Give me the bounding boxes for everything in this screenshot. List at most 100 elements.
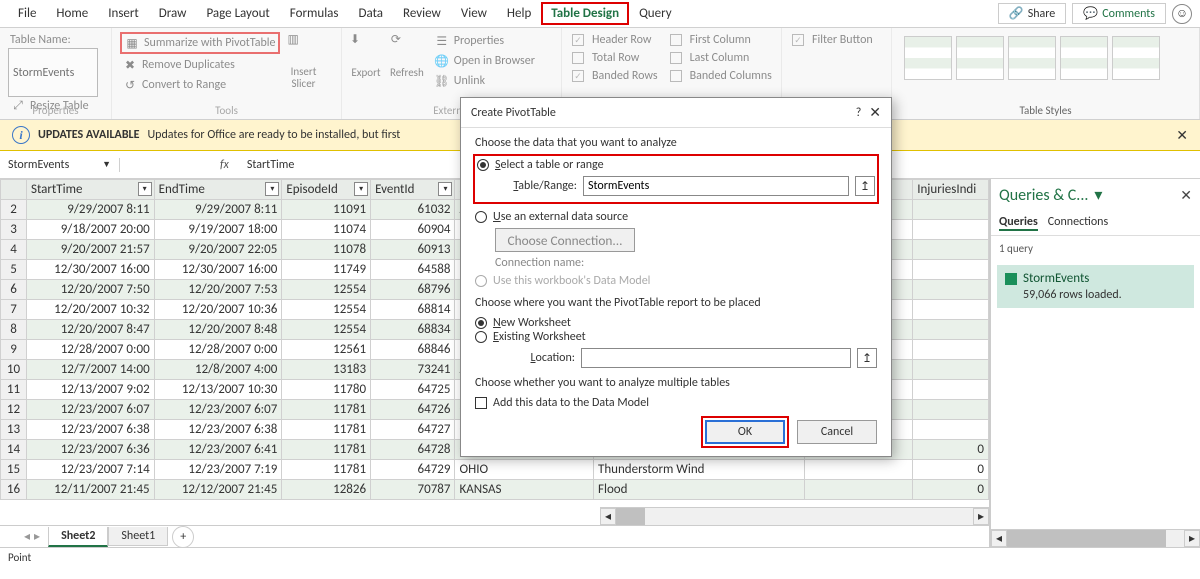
location-input[interactable]: [581, 348, 851, 368]
style-preview-1[interactable]: [904, 36, 952, 80]
opt-last-col[interactable]: Last Column: [668, 50, 774, 66]
collapse-dialog-icon[interactable]: ↥: [857, 348, 877, 368]
tab-home[interactable]: Home: [46, 2, 98, 25]
tab-draw[interactable]: Draw: [149, 2, 197, 25]
select-all-corner[interactable]: [1, 180, 27, 200]
fx-button[interactable]: fx: [210, 158, 239, 172]
remove-duplicates[interactable]: ✖Remove Duplicates: [120, 56, 280, 74]
style-preview-5[interactable]: [1112, 36, 1160, 80]
scroll-left[interactable]: ◂: [600, 508, 616, 525]
cancel-button[interactable]: Cancel: [797, 420, 877, 444]
summarize-pivottable[interactable]: ▦Summarize with PivotTable: [120, 32, 280, 54]
row-header[interactable]: 6: [1, 280, 27, 300]
row-header[interactable]: 12: [1, 400, 27, 420]
row-header[interactable]: 13: [1, 420, 27, 440]
row-header[interactable]: 8: [1, 320, 27, 340]
row-header[interactable]: 16: [1, 480, 27, 500]
query-rows: 59,066 rows loaded.: [1005, 288, 1186, 302]
opt-header-row[interactable]: ✓Header Row: [570, 32, 660, 48]
sheet-tab-sheet1[interactable]: Sheet1: [108, 527, 168, 546]
style-preview-4[interactable]: [1060, 36, 1108, 80]
opt-first-col[interactable]: First Column: [668, 32, 774, 48]
opt-total-row[interactable]: Total Row: [570, 50, 660, 66]
filter-icon[interactable]: ▾: [265, 182, 279, 196]
props-label: Properties: [454, 34, 504, 48]
opt-banded-cols[interactable]: Banded Columns: [668, 68, 774, 84]
export-icon[interactable]: ⬇: [350, 32, 382, 64]
tab-view[interactable]: View: [451, 2, 497, 25]
refresh-icon[interactable]: ⟳: [391, 32, 423, 64]
slicer-icon[interactable]: ▥: [288, 32, 320, 64]
share-button[interactable]: 🔗 Share: [998, 3, 1067, 24]
unlink[interactable]: ⛓Unlink: [432, 72, 537, 90]
chk-add-data-model[interactable]: Add this data to the Data Model: [475, 396, 877, 410]
opt-banded-rows[interactable]: ✓Banded Rows: [570, 68, 660, 84]
row-header[interactable]: 5: [1, 260, 27, 280]
queries-tab[interactable]: Queries: [999, 215, 1038, 231]
sheet-tab-sheet2[interactable]: Sheet2: [48, 527, 108, 547]
row-header[interactable]: 15: [1, 460, 27, 480]
tab-help[interactable]: Help: [497, 2, 541, 25]
table-properties[interactable]: ☰ Properties: [432, 32, 537, 50]
style-preview-2[interactable]: [956, 36, 1004, 80]
props-icon: ☰: [434, 33, 450, 49]
tab-review[interactable]: Review: [393, 2, 451, 25]
table-range-input[interactable]: [583, 176, 849, 196]
user-icon[interactable]: ☺: [1172, 4, 1192, 24]
chevron-down-icon[interactable]: ▾: [1094, 185, 1102, 205]
filter-icon[interactable]: ▾: [138, 182, 152, 196]
pane-hscroll[interactable]: ◂▸: [991, 529, 1200, 547]
radio-select-range[interactable]: Select a table or range: [477, 158, 875, 172]
connections-tab[interactable]: Connections: [1048, 215, 1108, 231]
chevron-down-icon[interactable]: ▼: [102, 159, 111, 170]
convert-range[interactable]: ↺Convert to Range: [120, 76, 280, 94]
row-header[interactable]: 11: [1, 380, 27, 400]
choose-connection-button[interactable]: Choose Connection...: [495, 228, 635, 252]
add-sheet-button[interactable]: +: [172, 526, 194, 548]
style-preview-3[interactable]: [1008, 36, 1056, 80]
col-eventid[interactable]: EventId▾: [371, 180, 455, 200]
col-endtime[interactable]: EndTime▾: [154, 180, 282, 200]
row-header[interactable]: 3: [1, 220, 27, 240]
collapse-dialog-icon[interactable]: ↥: [855, 176, 875, 196]
sheet-nav-prev[interactable]: ◂: [24, 529, 30, 544]
tab-file[interactable]: File: [8, 2, 46, 25]
table-row[interactable]: 15 12/23/2007 7:14 12/23/2007 7:19 11781…: [1, 460, 989, 480]
scroll-right[interactable]: ▸: [973, 508, 989, 525]
radio-external[interactable]: Use an external data source: [475, 210, 877, 224]
queries-close[interactable]: ✕: [1180, 187, 1192, 204]
dialog-close[interactable]: ✕: [869, 104, 881, 121]
table-row[interactable]: 16 12/11/2007 21:45 12/12/2007 21:45 128…: [1, 480, 989, 500]
query-item-stormevents[interactable]: StormEvents 59,066 rows loaded.: [997, 265, 1194, 308]
radio-new-ws[interactable]: New Worksheet: [475, 316, 877, 330]
table-styles-gallery[interactable]: [900, 32, 1191, 84]
tab-formulas[interactable]: Formulas: [280, 2, 349, 25]
dialog-help[interactable]: ?: [856, 106, 862, 120]
opt-filter-btn[interactable]: ✓Filter Button: [790, 32, 883, 48]
col-starttime[interactable]: StartTime▾: [26, 180, 154, 200]
comments-button[interactable]: 💬 Comments: [1072, 3, 1166, 24]
tab-query[interactable]: Query: [629, 2, 682, 25]
tab-table-design[interactable]: Table Design: [541, 2, 629, 25]
row-header[interactable]: 7: [1, 300, 27, 320]
sheet-hscroll[interactable]: ◂ ▸: [600, 507, 989, 525]
tab-data[interactable]: Data: [349, 2, 394, 25]
radio-existing-ws[interactable]: Existing Worksheet: [475, 330, 877, 344]
row-header[interactable]: 10: [1, 360, 27, 380]
updates-close[interactable]: ✕: [1176, 127, 1188, 144]
row-header[interactable]: 2: [1, 200, 27, 220]
sheet-nav-next[interactable]: ▸: [34, 529, 40, 544]
row-header[interactable]: 9: [1, 340, 27, 360]
name-box[interactable]: StormEvents▼: [0, 158, 120, 172]
ok-button[interactable]: OK: [705, 420, 785, 444]
col-episodeid[interactable]: EpisodeId▾: [282, 180, 371, 200]
filter-icon[interactable]: ▾: [438, 182, 452, 196]
col-injuries-indi[interactable]: InjuriesIndi: [913, 180, 989, 200]
tab-insert[interactable]: Insert: [98, 2, 149, 25]
filter-icon[interactable]: ▾: [354, 182, 368, 196]
tab-page-layout[interactable]: Page Layout: [196, 2, 279, 25]
row-header[interactable]: 14: [1, 440, 27, 460]
open-browser[interactable]: 🌐Open in Browser: [432, 52, 537, 70]
row-header[interactable]: 4: [1, 240, 27, 260]
table-name-input[interactable]: [8, 48, 98, 97]
